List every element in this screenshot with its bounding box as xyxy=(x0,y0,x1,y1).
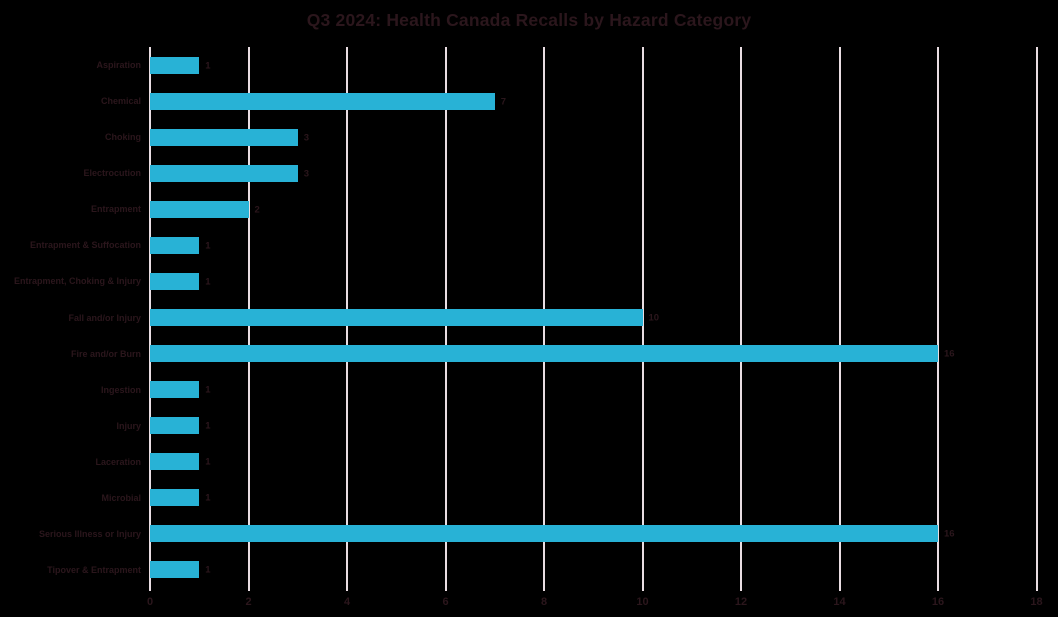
bar xyxy=(150,309,643,326)
category-label: Serious Illness or Injury xyxy=(38,528,141,539)
value-label: 10 xyxy=(648,312,660,324)
category-label: Fire and/or Burn xyxy=(70,348,141,359)
bar xyxy=(150,453,200,471)
bar xyxy=(150,525,938,543)
bar xyxy=(150,200,249,218)
category-label: Entrapment & Suffocation xyxy=(29,240,141,251)
category-label: Tipover & Entrapment xyxy=(47,564,141,575)
value-label: 2 xyxy=(254,204,260,216)
bar xyxy=(150,561,200,579)
bar xyxy=(150,345,938,363)
category-label: Choking xyxy=(105,132,141,143)
category-label: Entrapment xyxy=(90,204,141,215)
bar xyxy=(150,56,200,74)
chart-title: Q3 2024: Health Canada Recalls by Hazard… xyxy=(306,10,752,30)
value-label: 1 xyxy=(205,564,211,576)
value-label: 1 xyxy=(205,420,211,432)
bar xyxy=(150,417,200,435)
category-label: Aspiration xyxy=(96,60,141,71)
value-label: 1 xyxy=(205,276,211,288)
gridline xyxy=(838,47,841,591)
gridline xyxy=(937,47,939,591)
category-label: Fall and/or Injury xyxy=(68,312,141,323)
value-label: 1 xyxy=(205,456,211,468)
bar xyxy=(150,272,200,290)
category-label: Ingestion xyxy=(101,384,141,395)
value-label: 16 xyxy=(944,528,955,540)
x-tick-label: 2 xyxy=(245,596,252,608)
value-label: 3 xyxy=(303,132,310,144)
gridline xyxy=(641,47,644,591)
x-tick-label: 10 xyxy=(636,596,649,608)
category-label: Laceration xyxy=(95,456,141,467)
x-tick-label: 8 xyxy=(540,596,548,608)
value-label: 16 xyxy=(944,348,955,360)
gridline xyxy=(1035,47,1038,591)
bar xyxy=(150,164,298,182)
x-tick-label: 6 xyxy=(442,596,449,608)
value-label: 3 xyxy=(303,168,310,180)
x-tick-label: 12 xyxy=(734,596,748,608)
bar xyxy=(150,489,200,507)
value-label: 1 xyxy=(205,240,211,252)
bar xyxy=(150,381,200,399)
x-tick-label: 14 xyxy=(833,596,846,608)
category-label: Microbial xyxy=(101,492,141,503)
value-label: 1 xyxy=(205,492,211,504)
bar xyxy=(150,128,298,146)
bar xyxy=(150,236,200,254)
x-tick-label: 0 xyxy=(146,596,154,608)
category-label: Injury xyxy=(116,420,141,431)
category-label: Entrapment, Choking & Injury xyxy=(13,276,141,287)
category-label: Electrocution xyxy=(83,168,141,179)
value-label: 1 xyxy=(205,384,211,396)
value-label: 7 xyxy=(500,96,507,108)
value-label: 1 xyxy=(205,60,211,72)
x-tick-label: 4 xyxy=(343,596,351,608)
x-tick-label: 16 xyxy=(931,596,945,608)
bar xyxy=(150,92,495,110)
gridline xyxy=(740,47,742,591)
category-label: Chemical xyxy=(100,96,141,107)
x-tick-label: 18 xyxy=(1030,596,1043,608)
